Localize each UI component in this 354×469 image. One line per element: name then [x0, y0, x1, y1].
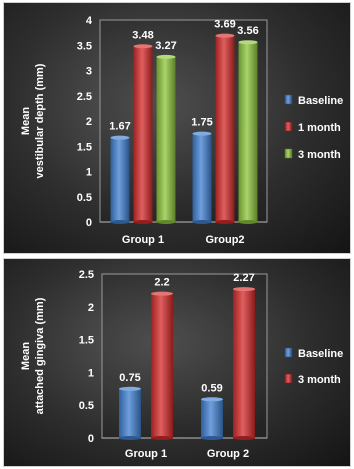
data-label: 3.56 [237, 25, 258, 37]
bar-body [233, 289, 255, 438]
y-tick-label: 0 [86, 217, 92, 229]
bar-body [133, 46, 153, 223]
legend-label: 3 month [298, 374, 341, 386]
legend-swatch [284, 121, 293, 132]
bar-body [215, 35, 235, 222]
bar-base [201, 436, 223, 440]
data-label: 0.75 [119, 372, 140, 384]
bar-cap [133, 44, 153, 49]
bar-base [133, 220, 153, 224]
x-category-label: Group2 [205, 234, 244, 246]
bar-cap [156, 54, 176, 59]
x-category-label: Group 1 [125, 448, 167, 460]
bar-base [233, 436, 255, 440]
y-tick-label: 2.5 [77, 91, 92, 103]
bar [192, 131, 212, 224]
data-label: 2.27 [233, 272, 254, 284]
y-tick-label: 4 [86, 15, 93, 27]
y-tick-label: 2 [88, 302, 94, 314]
chart-panel-attached-gingiva: 0 0.5 1 1.5 2 2.5 Mean attached gingiva (mm) 0.7… [3, 258, 351, 467]
y-tick-label: 0 [88, 433, 94, 445]
y-tick-label: 2.5 [79, 269, 94, 281]
bar [238, 40, 258, 224]
bar [233, 287, 255, 440]
legend-label: Baseline [298, 348, 343, 360]
x-category-label: Group 2 [207, 448, 249, 460]
data-label: 2.2 [154, 277, 169, 289]
chart-panel-vestibular-depth: 0 0.5 1 1.5 2 2.5 3 3.5 4 Mean vestibular depth (m… [3, 2, 351, 254]
y-tick-label: 1.5 [77, 141, 92, 153]
bar-body [156, 56, 176, 222]
bar [156, 54, 176, 224]
bar-base [215, 220, 235, 224]
legend-swatch [284, 148, 293, 159]
y-tick-label: 3.5 [77, 40, 92, 52]
bar-base [119, 436, 141, 440]
data-label: 1.67 [109, 121, 130, 133]
bar-cap [110, 135, 130, 140]
x-category-label: Group 1 [122, 234, 164, 246]
y-axis-label: Mean [20, 342, 32, 370]
bar-cap [215, 33, 235, 38]
data-label: 3.69 [214, 19, 235, 31]
bar-body [110, 137, 130, 222]
legend-swatch [284, 94, 293, 105]
legend-label: 3 month [298, 149, 341, 161]
legend-label: Baseline [298, 95, 343, 107]
legend-swatch [284, 347, 293, 358]
bar-body [238, 42, 258, 222]
bar-body [151, 293, 173, 438]
bar-cap [233, 287, 255, 292]
y-axis-label: vestibular depth (mm) [34, 63, 46, 178]
legend-label: 1 month [298, 122, 341, 134]
bar-cap [238, 40, 258, 45]
y-tick-label: 0.5 [79, 400, 94, 412]
bar [110, 135, 130, 224]
bar-base [110, 220, 130, 224]
data-label: 3.27 [155, 40, 176, 52]
y-axis-label: attached gingiva (mm) [34, 297, 46, 414]
y-axis-label: Mean [20, 107, 32, 135]
y-tick-label: 2 [86, 116, 92, 128]
bar [119, 386, 141, 440]
legend: Baseline 3 month [284, 347, 343, 386]
bar-base [151, 436, 173, 440]
legend: Baseline 1 month 3 month [284, 94, 343, 161]
bar-body [192, 133, 212, 222]
y-tick-label: 0.5 [77, 192, 92, 204]
bar-chart-vestibular-depth: 0 0.5 1 1.5 2 2.5 3 3.5 4 Mean vestibular depth (m… [20, 15, 343, 246]
bar [133, 44, 153, 224]
bar-body [201, 399, 223, 438]
bar-cap [151, 291, 173, 296]
bar-base [192, 220, 212, 224]
bar [151, 291, 173, 440]
data-label: 3.48 [132, 29, 153, 41]
data-label: 0.59 [201, 382, 222, 394]
bar-cap [201, 397, 223, 402]
bar-base [238, 220, 258, 224]
y-tick-label: 1 [88, 367, 94, 379]
bar-cap [192, 131, 212, 136]
legend-swatch [284, 373, 293, 384]
bar [215, 33, 235, 224]
y-tick-label: 1.5 [79, 335, 94, 347]
bar-cap [119, 386, 141, 391]
y-tick-label: 1 [86, 167, 92, 179]
bar-chart-attached-gingiva: 0 0.5 1 1.5 2 2.5 Mean attached gingiva (mm) 0.7… [20, 269, 343, 460]
bar-base [156, 220, 176, 224]
y-tick-label: 3 [86, 66, 92, 78]
bar [201, 397, 223, 440]
bar-body [119, 388, 141, 438]
data-label: 1.75 [191, 117, 212, 129]
